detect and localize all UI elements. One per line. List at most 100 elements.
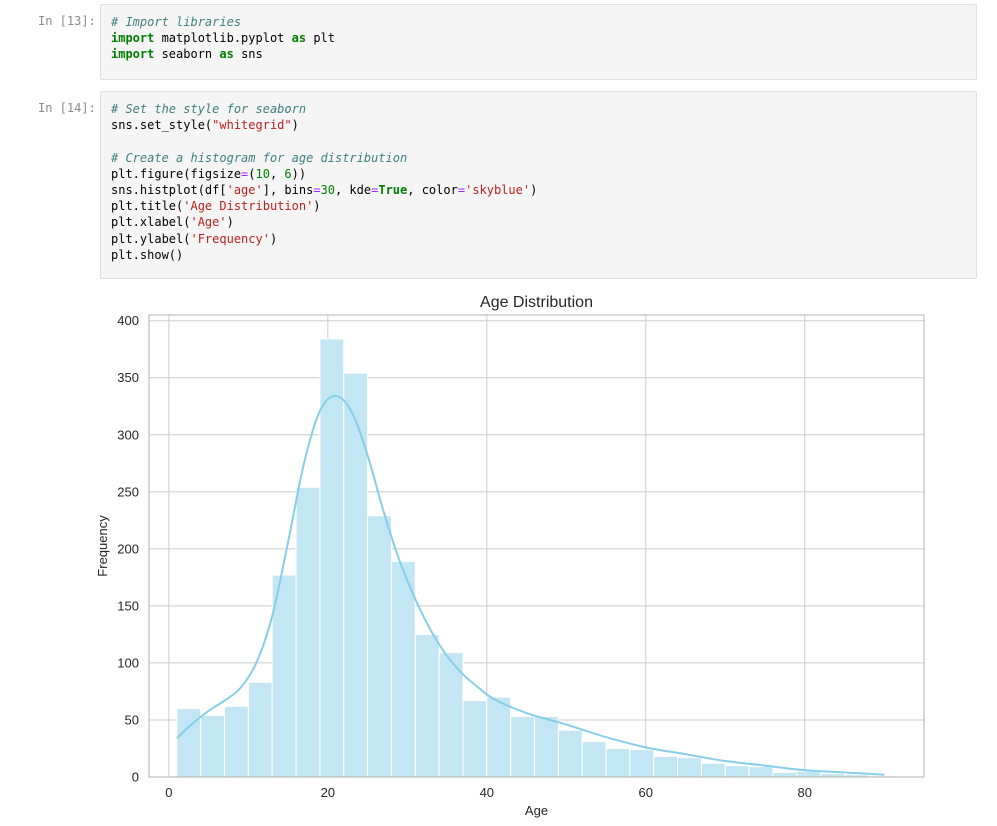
code-line: # Set the style for seaborn — [111, 101, 966, 117]
histogram-bar — [796, 770, 822, 778]
chart-output: 0 50 100 150 200 250 300 350 400 0 20 40 60 80 Age Dis… — [0, 286, 997, 826]
code-token: sns.set_style( — [111, 118, 213, 133]
code-token: 6 — [284, 166, 292, 181]
code-editor[interactable]: # Import libraries import matplotlib.pypl… — [100, 4, 977, 80]
x-axis-label: Age — [525, 803, 548, 818]
chart-title: Age Distribution — [480, 294, 593, 311]
code-token: plt.ylabel( — [111, 231, 191, 246]
code-line: plt.title('Age Distribution') — [111, 198, 966, 214]
code-token: seaborn — [154, 47, 220, 62]
code-line: plt.figure(figsize=(10, 6)) — [111, 166, 966, 182]
x-tick-label: 60 — [639, 785, 653, 800]
code-token: 'Age' — [190, 215, 227, 230]
code-token: plt.figure(figsize — [111, 166, 242, 181]
histogram-chart: 0 50 100 150 200 250 300 350 400 0 20 40 60 80 Age Dis… — [95, 294, 925, 818]
histogram-bar — [557, 729, 583, 778]
code-token: 30 — [320, 182, 335, 197]
code-token: 'age' — [226, 182, 263, 197]
code-token: plt.show() — [111, 247, 184, 262]
kde-line — [176, 394, 885, 776]
y-tick-label: 0 — [132, 770, 139, 785]
code-token: , kde — [334, 182, 372, 197]
y-tick-label: 350 — [117, 370, 139, 385]
code-token: ) — [269, 231, 278, 246]
code-token: matplotlib.pyplot — [154, 31, 292, 46]
code-token: 'Frequency' — [190, 231, 270, 246]
code-token: 'skyblue' — [465, 182, 531, 197]
code-token: as — [291, 31, 307, 46]
x-tick-label: 80 — [798, 785, 812, 800]
histogram-bar — [486, 696, 512, 778]
code-token: 10 — [255, 166, 270, 181]
code-token: "whitegrid" — [212, 118, 292, 133]
histogram-bar — [677, 757, 702, 778]
y-tick-label: 150 — [117, 598, 139, 613]
code-line: # Create a histogram for age distributio… — [111, 150, 966, 166]
code-token: = — [241, 166, 249, 181]
code-line: import matplotlib.pyplot as plt — [111, 30, 966, 46]
y-tick-label: 200 — [117, 541, 139, 556]
y-axis-label: Frequency — [95, 515, 110, 577]
histogram-bar — [820, 773, 846, 778]
histogram-bar — [510, 716, 536, 778]
code-token: , color — [407, 182, 458, 197]
histogram-bar — [414, 633, 440, 778]
code-token: plt.xlabel( — [111, 215, 191, 230]
histogram-bar — [390, 560, 416, 778]
code-line: sns.histplot(df['age'], bins=30, kde=Tru… — [111, 182, 966, 198]
code-token: ) — [226, 215, 234, 230]
histogram-bar — [605, 747, 631, 778]
code-token: import — [111, 47, 155, 62]
code-line: plt.ylabel('Frequency') — [111, 231, 966, 247]
code-cell[interactable]: In [13]: # Import libraries import matplot… — [0, 4, 997, 80]
histogram-bar — [772, 771, 798, 778]
y-tick-label: 400 — [117, 313, 139, 328]
code-token: ) — [530, 182, 538, 197]
x-tick-label: 0 — [165, 785, 172, 800]
code-line: # Import libraries — [111, 14, 966, 30]
code-line: plt.xlabel('Age') — [111, 214, 966, 230]
code-token: # Import libraries — [111, 15, 242, 29]
code-token: sns.histplot(df[ — [111, 182, 227, 197]
histogram-bar — [653, 755, 679, 778]
y-tick-label: 250 — [117, 484, 139, 499]
code-token: plt — [306, 31, 335, 46]
histogram-bar — [748, 766, 774, 778]
code-line: plt.show() — [111, 247, 966, 263]
code-token: , — [269, 166, 285, 181]
code-editor[interactable]: # Set the style for seaborn sns.set_style… — [100, 91, 977, 279]
histogram-bar — [700, 762, 726, 778]
code-token: = — [313, 182, 321, 197]
histogram-bar — [200, 714, 226, 778]
histogram-bar — [534, 716, 559, 778]
histogram-bar — [247, 681, 273, 778]
code-cell[interactable]: In [14]: # Set the style for seaborn sns.s… — [0, 91, 997, 279]
cell-prompt: In [14]: — [38, 101, 96, 115]
code-token: as — [219, 47, 234, 62]
axes-frame — [148, 314, 925, 778]
code-token: = — [371, 182, 379, 197]
histogram-bar — [367, 515, 392, 778]
histogram-bar — [629, 749, 655, 778]
code-token: # Create a histogram for age distributio… — [111, 150, 408, 165]
y-tick-label: 300 — [117, 427, 139, 442]
y-tick-label: 50 — [125, 712, 139, 727]
code-token: ) — [291, 118, 299, 133]
histogram-bar — [343, 372, 369, 778]
code-token: sns — [233, 47, 263, 62]
x-tick-label: 20 — [321, 785, 335, 800]
code-line: import seaborn as sns — [111, 46, 966, 62]
histogram-bar — [581, 741, 607, 778]
code-token: plt.title( — [111, 199, 184, 214]
code-line — [111, 133, 966, 149]
histogram-bar — [224, 705, 249, 778]
code-token: = — [457, 182, 466, 197]
code-token: import — [111, 31, 155, 46]
code-token: # Set the style for seaborn — [111, 102, 307, 116]
code-token: 'Age Distribution' — [183, 199, 314, 214]
code-token: )) — [291, 166, 307, 181]
x-tick-label: 40 — [480, 785, 494, 800]
histogram-bar — [724, 765, 750, 778]
code-token: ) — [313, 199, 321, 214]
code-token: True — [378, 182, 408, 197]
